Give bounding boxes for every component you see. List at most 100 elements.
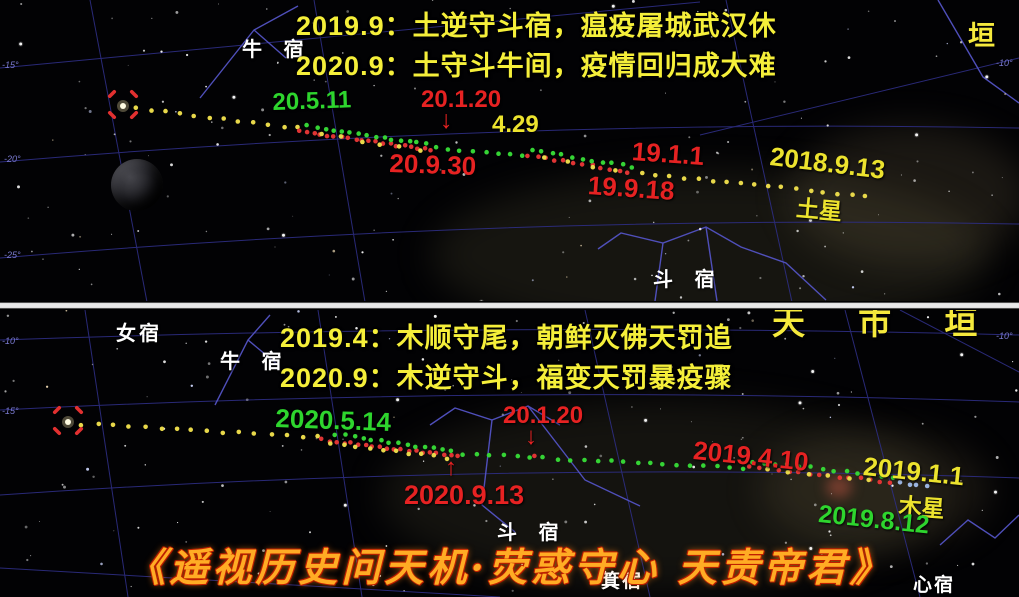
- bottom-header-line2: 2020.9：木逆守斗，福变天罚暴疫骤: [280, 363, 733, 393]
- selection-tick-icon: [74, 426, 84, 436]
- declination-label: -10°: [996, 58, 1013, 68]
- trajectory-dot: [78, 422, 84, 428]
- date-annotation: 19.9.18: [586, 170, 676, 206]
- trajectory-dot: [778, 184, 784, 190]
- trajectory-dot: [386, 440, 391, 446]
- panel-divider: [0, 301, 1019, 310]
- trajectory-dot: [847, 476, 852, 481]
- trajectory-dot: [374, 134, 379, 140]
- footer-title: 《遥视历史问天机·荧惑守心 天责帝君》: [126, 545, 893, 591]
- trajectory-dot: [235, 119, 241, 124]
- trajectory-dot: [724, 179, 729, 185]
- trajectory-dot: [565, 159, 571, 164]
- trajectory-dot: [846, 475, 851, 481]
- trajectory-dot: [660, 462, 665, 467]
- trajectory-dot: [433, 450, 439, 456]
- trajectory-dot: [342, 442, 347, 448]
- date-annotation: 20.5.11: [272, 86, 352, 116]
- trajectory-dot: [696, 176, 702, 181]
- trajectory-dot: [315, 125, 321, 130]
- trajectory-dot: [474, 451, 480, 457]
- trajectory-dot: [595, 458, 601, 464]
- trajectory-dot: [407, 448, 412, 454]
- trajectory-dot: [388, 141, 394, 146]
- date-annotation: 4.29: [492, 111, 539, 138]
- date-annotation: 20.1.20: [503, 402, 584, 429]
- trajectory-dot: [366, 138, 371, 143]
- trajectory-dot: [265, 122, 271, 128]
- trajectory-dot: [407, 138, 413, 144]
- selection-tick-icon: [52, 426, 62, 436]
- trajectory-dot: [423, 141, 429, 146]
- selection-tick-icon: [129, 110, 139, 120]
- trajectory-dot: [188, 427, 193, 432]
- declination-label: -25°: [4, 250, 21, 260]
- trajectory-dot: [402, 143, 408, 148]
- trajectory-dot: [382, 135, 388, 140]
- mansion-label: 心宿: [913, 575, 956, 596]
- trajectory-dot: [381, 448, 386, 453]
- trajectory-dot: [356, 131, 362, 136]
- trajectory-dot: [413, 444, 418, 450]
- trajectory-dot: [312, 131, 318, 136]
- trajectory-dot: [600, 160, 606, 165]
- trajectory-dot: [391, 447, 397, 452]
- trajectory-dot: [648, 460, 653, 466]
- down-arrow-icon: ↓: [440, 106, 453, 134]
- trajectory-dot: [347, 130, 352, 135]
- trajectory-dot: [406, 451, 412, 457]
- trajectory-dot: [542, 155, 547, 160]
- trajectory-dot: [440, 447, 445, 452]
- trajectory-dot: [837, 475, 843, 480]
- trajectory-dot: [636, 460, 641, 466]
- trajectory-dot: [133, 105, 139, 110]
- selected-object-marker: [52, 405, 84, 436]
- trajectory-dot: [855, 471, 860, 476]
- trajectory-dot: [338, 134, 344, 139]
- trajectory-dot: [536, 154, 541, 159]
- trajectory-dot: [519, 153, 525, 158]
- trajectory-dot: [405, 442, 411, 448]
- trajectory-dot: [582, 457, 587, 463]
- trajectory-dot: [560, 157, 566, 163]
- declination-label: -15°: [2, 406, 19, 416]
- top-sky-panel: 2019.9：土逆守斗宿，瘟疫屠城武汉休 2020.9：土守斗牛间，疫情回归成大…: [0, 0, 1019, 302]
- trajectory-dot: [330, 134, 336, 139]
- trajectory-dot: [352, 444, 358, 450]
- trajectory-dot: [220, 430, 226, 436]
- trajectory-dot: [327, 439, 333, 444]
- trajectory-dot: [328, 441, 333, 446]
- trajectory-dot: [282, 124, 287, 130]
- trajectory-dot: [448, 448, 454, 454]
- trajectory-dot: [681, 176, 687, 181]
- trajectory-dot: [354, 137, 360, 143]
- trajectory-dot: [269, 432, 275, 437]
- trajectory-dot: [609, 160, 614, 165]
- trajectory-dot: [590, 164, 596, 170]
- trajectory-dot: [359, 138, 364, 143]
- trajectory-dot: [420, 450, 426, 456]
- trajectory-dot: [110, 422, 116, 428]
- date-annotation: 2019.1.1: [861, 451, 966, 492]
- trajectory-dot: [816, 472, 822, 478]
- trajectory-dot: [418, 451, 424, 457]
- trajectory-dot: [825, 473, 830, 478]
- trajectory-dot: [295, 124, 300, 130]
- trajectory-dot: [674, 462, 679, 468]
- trajectory-dot: [414, 139, 419, 145]
- date-annotation: 2020.5.14: [274, 403, 392, 438]
- trajectory-dot: [738, 180, 744, 186]
- trajectory-dot: [538, 149, 544, 154]
- trajectory-dot: [304, 122, 309, 128]
- trajectory-dot: [831, 469, 836, 474]
- trajectory-dot: [507, 151, 513, 157]
- date-annotation: 2020.9.13: [404, 480, 525, 510]
- mansion-label: 女宿: [116, 323, 162, 345]
- trajectory-dot: [221, 116, 226, 121]
- trajectory-dot: [551, 158, 557, 163]
- trajectory-dot: [589, 158, 594, 164]
- trajectory-dot: [364, 132, 369, 138]
- trajectory-dot: [331, 128, 337, 133]
- trajectory-dot: [431, 452, 437, 458]
- selection-tick-icon: [107, 89, 117, 99]
